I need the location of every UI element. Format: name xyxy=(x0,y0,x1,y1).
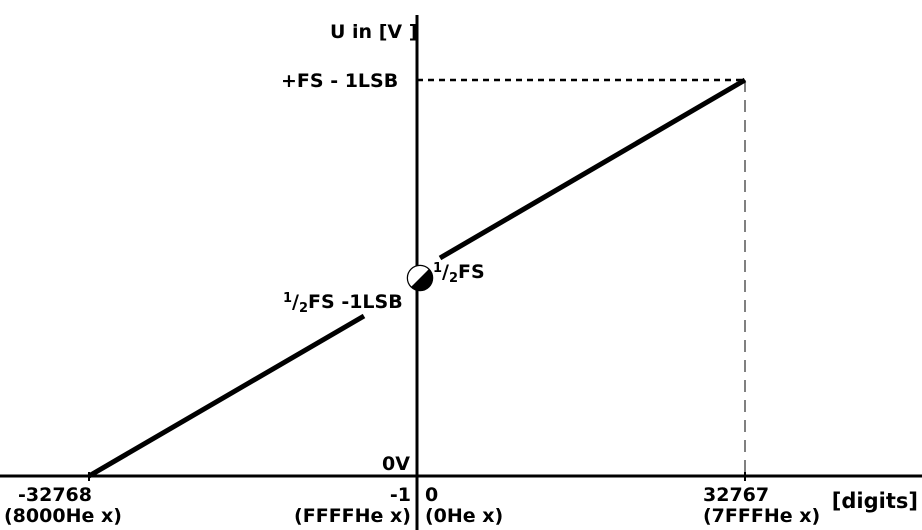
x-tick-value: -1 xyxy=(390,484,411,506)
x-tick-hex: (7FFFHe x) xyxy=(703,505,820,527)
y-axis-title: U in [V ] xyxy=(330,21,417,43)
half-fs-label: 1/2FS xyxy=(433,261,485,286)
x-tick-hex: (0He x) xyxy=(425,505,503,527)
half-fs-minus-denominator: 2 xyxy=(299,301,308,316)
half-fs-numerator: 1 xyxy=(433,261,442,276)
half-fs-denominator: 2 xyxy=(449,271,458,286)
x-tick-zero: 0 (0He x) xyxy=(425,484,503,527)
half-fs-minus-numerator: 1 xyxy=(283,291,292,306)
half-scale-marker xyxy=(406,264,434,292)
x-axis-unit: [digits] xyxy=(832,489,918,513)
half-fs-unit: FS xyxy=(458,261,485,283)
transfer-line-negative xyxy=(87,313,366,479)
x-tick-hex: (8000He x) xyxy=(4,505,122,527)
half-fs-minus-label: 1/2FS -1LSB xyxy=(283,291,403,316)
x-tick-value: 32767 xyxy=(703,484,769,506)
zero-volt-label: 0V xyxy=(382,453,410,475)
x-tick-value: -32768 xyxy=(18,484,92,506)
x-tick-max: 32767 (7FFFHe x) xyxy=(703,484,820,527)
half-fs-minus-unit: FS -1LSB xyxy=(308,291,403,313)
x-tick-hex: (FFFFHe x) xyxy=(294,505,411,527)
fs-max-label: +FS - 1LSB xyxy=(281,70,398,92)
x-tick-min: -32768 (8000He x) xyxy=(4,484,122,527)
x-tick-value: 0 xyxy=(425,484,438,506)
transfer-line-positive xyxy=(438,77,747,261)
x-tick-minus-one: -1 (FFFFHe x) xyxy=(294,484,411,527)
